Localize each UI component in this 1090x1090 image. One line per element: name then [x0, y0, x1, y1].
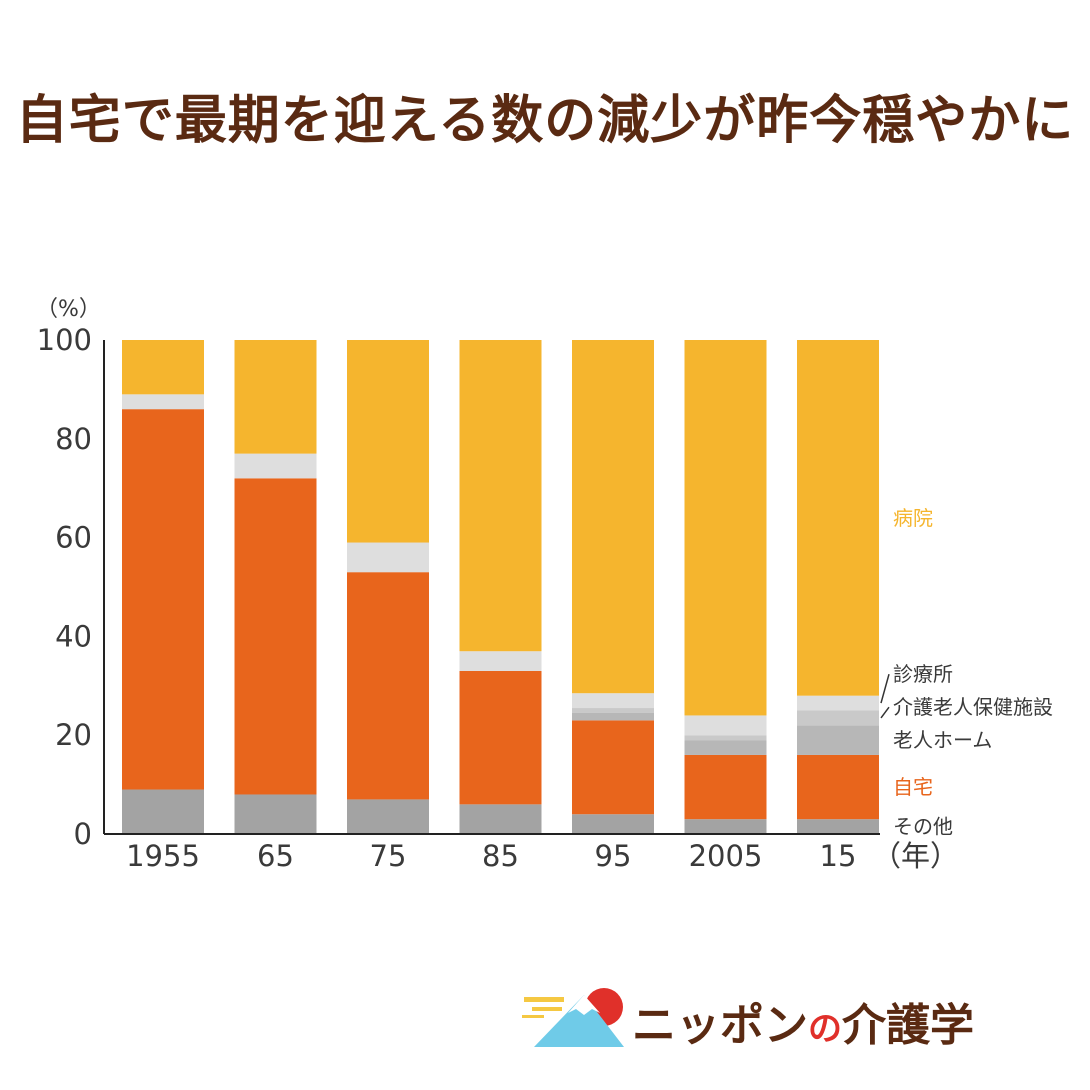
bar-segment-5-1 — [234, 340, 317, 454]
bar-segment-5-2 — [347, 340, 429, 543]
leader-line-3 — [880, 706, 890, 719]
bar-segment-0-3 — [459, 804, 542, 834]
bar-segment-5-5 — [684, 340, 767, 716]
x-tick-label: 65 — [257, 839, 294, 873]
logo: ニッポンの介護学 — [520, 985, 1060, 1055]
bar-segment-4-6 — [797, 695, 879, 711]
logo-text-part3: 介護学 — [842, 1000, 974, 1051]
bar-segment-1-1 — [234, 478, 317, 795]
y-tick-label: 20 — [55, 718, 92, 752]
bar-segment-1-6 — [797, 754, 879, 820]
series-label-2: 老人ホーム — [893, 728, 992, 752]
x-tick-label: 15 — [820, 839, 857, 873]
bar-segment-3-4 — [572, 708, 654, 713]
mount-fuji-sun-icon — [522, 988, 624, 1047]
bar-segment-0-6 — [797, 819, 879, 834]
y-tick-label: 40 — [55, 619, 92, 653]
logo-text-part1: ニッポン — [632, 1000, 808, 1051]
bar-segment-0-4 — [572, 814, 654, 834]
series-label-1: 自宅 — [893, 775, 933, 799]
series-label-5: 病院 — [893, 506, 933, 530]
bar-segment-1-4 — [572, 720, 654, 815]
bar-segment-4-5 — [684, 715, 767, 736]
x-ticks-group: 1955 65 75 85 95 2005 15 — [126, 839, 856, 873]
x-tick-label: 85 — [482, 839, 519, 873]
series-label-0: その他 — [893, 815, 953, 839]
bar-segment-1-2 — [347, 572, 429, 800]
x-tick-label: 75 — [370, 839, 407, 873]
bar-segment-0-1 — [234, 794, 317, 834]
bar-segment-0-5 — [684, 819, 767, 834]
chart-title: 自宅で最期を迎える数の減少が昨今穏やかに — [15, 91, 1075, 151]
y-ticks-group: 0 20 40 60 80 100 — [37, 323, 92, 851]
bar-segment-5-6 — [797, 340, 879, 696]
bar-segment-4-1 — [234, 453, 317, 479]
x-unit-label: （年） — [872, 839, 959, 873]
bar-segment-2-5 — [684, 740, 767, 755]
x-tick-label: 1955 — [126, 839, 200, 873]
bar-segment-5-0 — [122, 340, 204, 395]
bar-segment-4-4 — [572, 693, 654, 709]
y-tick-label: 60 — [55, 521, 92, 555]
bars-group — [122, 340, 879, 834]
bar-segment-2-6 — [797, 725, 879, 755]
leader-lines-group — [880, 673, 890, 719]
bar-segment-1-5 — [684, 754, 767, 820]
bar-segment-3-5 — [684, 735, 767, 741]
logo-text: ニッポンの介護学 — [632, 989, 974, 1053]
y-tick-label: 100 — [37, 323, 92, 357]
y-tick-label: 0 — [74, 817, 92, 851]
x-tick-label: 95 — [595, 839, 632, 873]
bar-segment-0-2 — [347, 799, 429, 834]
y-tick-label: 80 — [55, 422, 92, 456]
leader-line-4 — [880, 673, 890, 704]
bar-segment-2-4 — [572, 712, 654, 721]
y-unit-label: （%） — [36, 297, 101, 322]
bar-segment-0-0 — [122, 789, 204, 834]
series-label-3: 介護老人保健施設 — [893, 695, 1053, 719]
series-label-4: 診療所 — [893, 662, 953, 686]
x-tick-label: 2005 — [689, 839, 763, 873]
bar-segment-5-4 — [572, 340, 654, 694]
bar-segment-1-0 — [122, 409, 204, 790]
bar-segment-4-2 — [347, 542, 429, 573]
bar-segment-4-3 — [459, 651, 542, 671]
bar-segment-3-6 — [797, 710, 879, 726]
bar-segment-4-0 — [122, 394, 204, 410]
logo-text-part2: の — [808, 1009, 842, 1049]
bar-segment-1-3 — [459, 670, 542, 805]
bar-segment-5-3 — [459, 340, 542, 652]
